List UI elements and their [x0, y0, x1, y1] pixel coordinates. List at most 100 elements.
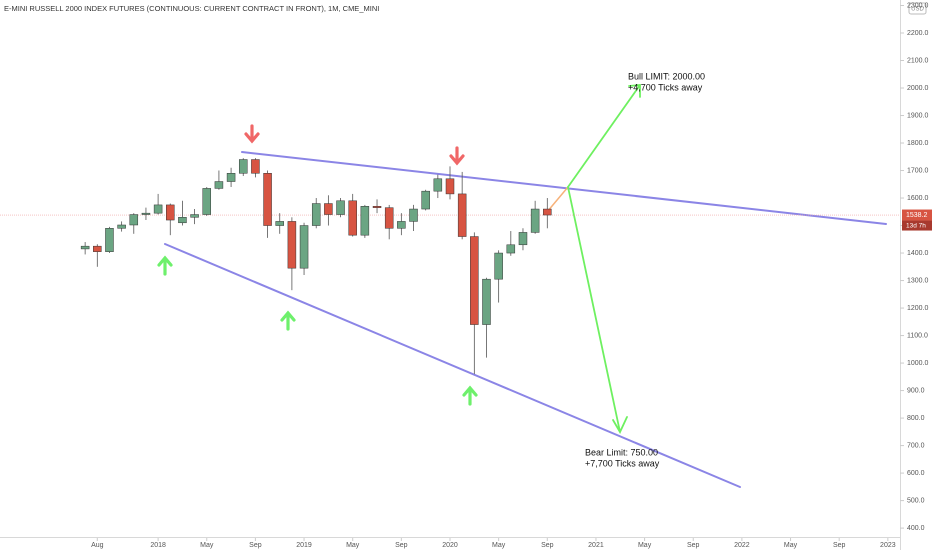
y-tick-label: 2300.0 [907, 2, 929, 9]
candle-body [494, 252, 503, 280]
candle-body [518, 232, 528, 246]
candle [214, 170, 224, 190]
candle [202, 187, 212, 216]
candle [457, 171, 467, 240]
annotation: +4,700 Ticks away [628, 82, 703, 92]
x-tick-label: May [346, 542, 360, 549]
candle-body [348, 200, 357, 236]
currency-box [908, 2, 927, 15]
x-tick-label: 2018 [150, 542, 166, 549]
candle [311, 198, 321, 229]
y-tick-label: 1700.0 [907, 167, 929, 174]
top-marker [449, 146, 465, 166]
candle-body [543, 208, 552, 216]
candle [129, 213, 139, 234]
candle-body [251, 159, 260, 174]
y-tick-label: 1800.0 [907, 140, 929, 147]
candle [299, 222, 309, 276]
upper-trendline [241, 151, 887, 225]
drawings [157, 84, 887, 488]
candle [263, 170, 272, 238]
candle [518, 228, 528, 251]
x-tick-label: May [638, 542, 652, 549]
countdown: 13d 7h [906, 222, 926, 229]
candle-body [275, 221, 284, 226]
y-tick-label: 1900.0 [907, 112, 929, 119]
candle-body [141, 212, 151, 215]
candle-body [433, 178, 443, 192]
y-tick-label: 400.0 [907, 525, 925, 532]
candle [470, 232, 479, 375]
candle [360, 204, 370, 238]
x-tick-label: Aug [91, 542, 104, 549]
candle-body [299, 225, 309, 269]
candle-body [421, 190, 430, 210]
candle [530, 200, 540, 234]
candle [141, 207, 151, 221]
candle-body [470, 236, 479, 325]
candle-body [372, 206, 382, 208]
candle-body [178, 217, 187, 224]
candle-body [166, 204, 175, 221]
x-tick-label: Sep [395, 542, 408, 549]
candle [238, 158, 248, 177]
candle [384, 204, 394, 240]
x-tick-label: 2021 [588, 542, 604, 549]
candle [105, 226, 114, 254]
bull-arrow [567, 84, 641, 188]
x-tick-label: May [784, 542, 798, 549]
y-tick-label: 1300.0 [907, 277, 929, 284]
candle-body [530, 208, 540, 233]
candle [153, 193, 163, 215]
y-tick-label: 900.0 [907, 387, 925, 394]
x-tick-label: 2023 [880, 542, 896, 549]
bottom-marker [280, 310, 296, 331]
candle-body [397, 221, 406, 229]
countdown-box [902, 220, 932, 231]
candle [445, 166, 455, 200]
candle-body [287, 221, 297, 269]
candle [287, 217, 297, 291]
candle [372, 199, 382, 214]
x-tick-label: May [492, 542, 506, 549]
candle [251, 158, 260, 178]
candle-body [226, 173, 236, 182]
candle-body [263, 173, 272, 226]
x-tick-label: Sep [833, 542, 846, 549]
candle [93, 244, 102, 267]
x-tick-label: May [200, 542, 214, 549]
candle-body [445, 178, 455, 195]
y-tick-label: 700.0 [907, 442, 925, 449]
candle-body [105, 228, 114, 252]
y-tick-label: 1600.0 [907, 195, 929, 202]
currency: USD [911, 7, 924, 13]
candle-body [202, 188, 212, 215]
top-marker [244, 124, 260, 144]
lower-trendline [164, 243, 741, 488]
candle [433, 174, 443, 199]
annotation: Bear Limit: 750.00 [585, 447, 658, 457]
candle [178, 200, 187, 226]
x-tick-label: Sep [541, 542, 554, 549]
projection-start [546, 186, 569, 213]
candle-body [324, 203, 333, 215]
last-price-box [902, 209, 932, 221]
candle [494, 250, 503, 303]
candle-body [506, 244, 516, 254]
candle-body [384, 207, 394, 229]
x-tick-label: 2020 [442, 542, 458, 549]
x-tick-label: 2019 [296, 542, 312, 549]
y-tick-label: 2000.0 [907, 85, 929, 92]
y-tick-label: 500.0 [907, 497, 925, 504]
x-tick-label: 2022 [734, 542, 750, 549]
candle-body [214, 181, 224, 189]
x-tick-label: Sep [687, 542, 700, 549]
chart-title: E-MINI RUSSELL 2000 INDEX FUTURES (CONTI… [4, 4, 379, 13]
candle [324, 195, 333, 226]
y-tick-label: 800.0 [907, 415, 925, 422]
candle [421, 189, 430, 211]
candle [543, 198, 552, 229]
candle-body [336, 200, 345, 215]
candle-body [153, 204, 163, 214]
